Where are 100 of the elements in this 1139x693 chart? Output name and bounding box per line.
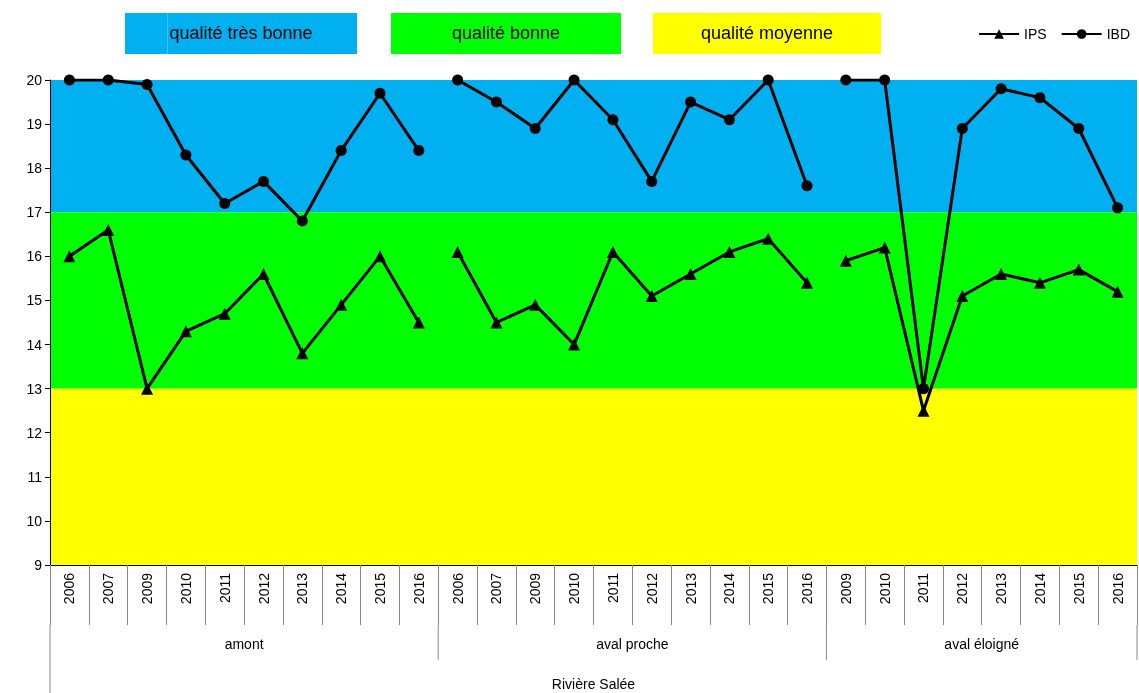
point	[568, 338, 581, 351]
x-tick-label: 2011	[216, 572, 233, 604]
point	[801, 180, 813, 192]
point	[956, 123, 968, 134]
point	[1072, 263, 1085, 276]
point	[1033, 276, 1046, 289]
point	[102, 74, 114, 86]
x-tick-label: 2011	[604, 572, 621, 604]
y-tick-label: 13	[26, 380, 43, 397]
point	[568, 74, 580, 86]
point	[995, 83, 1007, 95]
x-tick-label: 2010	[566, 572, 583, 605]
x-tick-label: 2010	[177, 572, 194, 605]
point	[1112, 202, 1124, 214]
x-tick-label: 2013	[993, 572, 1010, 605]
y-tick-label: 15	[26, 292, 43, 309]
x-tick-label: 2014	[721, 572, 738, 605]
point	[335, 145, 347, 157]
point	[141, 382, 154, 395]
point	[1111, 285, 1124, 298]
point	[839, 254, 852, 267]
point	[723, 245, 736, 258]
legend-label: qualité moyenne	[700, 23, 834, 43]
point	[646, 175, 658, 187]
x-tick-label: 2006	[449, 572, 466, 605]
point	[1034, 92, 1046, 104]
point	[723, 114, 735, 126]
point	[490, 96, 502, 108]
point	[879, 74, 891, 86]
legend-label: IBD	[1106, 26, 1131, 42]
x-tick-label: 2009	[139, 572, 156, 605]
point	[645, 290, 658, 303]
point	[219, 197, 231, 209]
x-tick-label: 2006	[61, 572, 78, 605]
x-tick-label: 2015	[1070, 572, 1087, 605]
y-tick-label: 14	[26, 336, 43, 353]
point	[257, 268, 270, 280]
legend-label: IPS	[1024, 26, 1047, 42]
point	[141, 78, 153, 90]
y-tick-label: 9	[34, 557, 43, 573]
x-tick-label: 2016	[1109, 572, 1126, 605]
point	[878, 241, 891, 254]
point	[607, 114, 619, 126]
y-tick-label: 12	[26, 424, 43, 441]
x-tick-label: 2012	[643, 572, 660, 605]
point	[180, 149, 192, 161]
point	[685, 96, 697, 108]
x-tick-label: 2011	[915, 572, 932, 604]
y-tick-label: 18	[26, 160, 43, 177]
point	[413, 145, 425, 157]
x-tick-label: 2012	[954, 572, 971, 605]
point	[606, 245, 619, 258]
point	[956, 290, 969, 303]
x-tick-label: 2014	[333, 572, 350, 605]
point	[995, 268, 1008, 280]
y-tick-label: 20	[26, 72, 43, 88]
point	[179, 325, 192, 338]
point	[762, 232, 775, 245]
x-tick-label: 2007	[488, 572, 505, 605]
point	[258, 175, 270, 187]
point	[762, 74, 774, 86]
x-tick-label: 2016	[799, 572, 816, 605]
y-tick-label: 19	[26, 116, 43, 133]
point	[335, 298, 348, 311]
legend-label: qualité très bonne	[169, 23, 313, 43]
point	[412, 316, 425, 329]
x-tick-label: 2010	[876, 572, 893, 605]
point	[374, 87, 386, 99]
x-tick-label: 2012	[255, 572, 272, 605]
point	[801, 276, 814, 289]
x-tick-label: 2007	[100, 572, 117, 605]
text: aval proche	[596, 636, 669, 652]
y-tick-label: 16	[26, 248, 43, 265]
point	[840, 74, 852, 86]
point	[529, 123, 541, 134]
point	[296, 347, 309, 360]
y-tick-label: 10	[26, 512, 43, 529]
y-tick-label: 17	[26, 204, 43, 221]
x-tick-label: 2014	[1031, 572, 1048, 605]
y-tick-label: 11	[27, 468, 43, 485]
x-tick-label: 2015	[760, 572, 777, 605]
legend-label: qualité bonne	[451, 23, 561, 43]
x-tick-label: 2013	[294, 572, 311, 605]
point	[451, 245, 464, 258]
point	[63, 74, 75, 86]
x-tick-label: 2015	[371, 572, 388, 605]
point	[452, 74, 464, 86]
x-tick-label: 2013	[682, 572, 699, 605]
text: aval éloigné	[944, 636, 1020, 652]
point	[1073, 123, 1085, 134]
point	[296, 215, 308, 227]
point	[373, 250, 386, 263]
point	[490, 316, 503, 329]
x-tick-label: 2009	[837, 572, 854, 605]
point	[218, 307, 231, 320]
text: Rivière Salée	[551, 676, 636, 692]
text: amont	[224, 636, 264, 652]
point	[684, 268, 697, 280]
x-tick-label: 2016	[410, 572, 427, 605]
point	[63, 250, 76, 263]
